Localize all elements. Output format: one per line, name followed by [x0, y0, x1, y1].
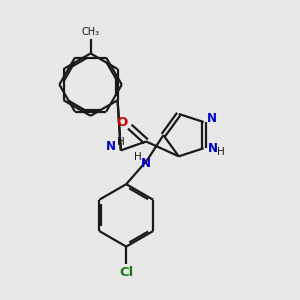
Text: CH₃: CH₃ [82, 27, 100, 37]
Text: Cl: Cl [119, 266, 133, 279]
Text: O: O [117, 116, 128, 129]
Text: H: H [217, 147, 225, 157]
Text: H: H [134, 152, 141, 162]
Text: N: N [140, 158, 151, 170]
Text: H: H [117, 137, 125, 147]
Text: N: N [207, 112, 217, 125]
Text: N: N [106, 140, 116, 153]
Text: N: N [208, 142, 218, 155]
